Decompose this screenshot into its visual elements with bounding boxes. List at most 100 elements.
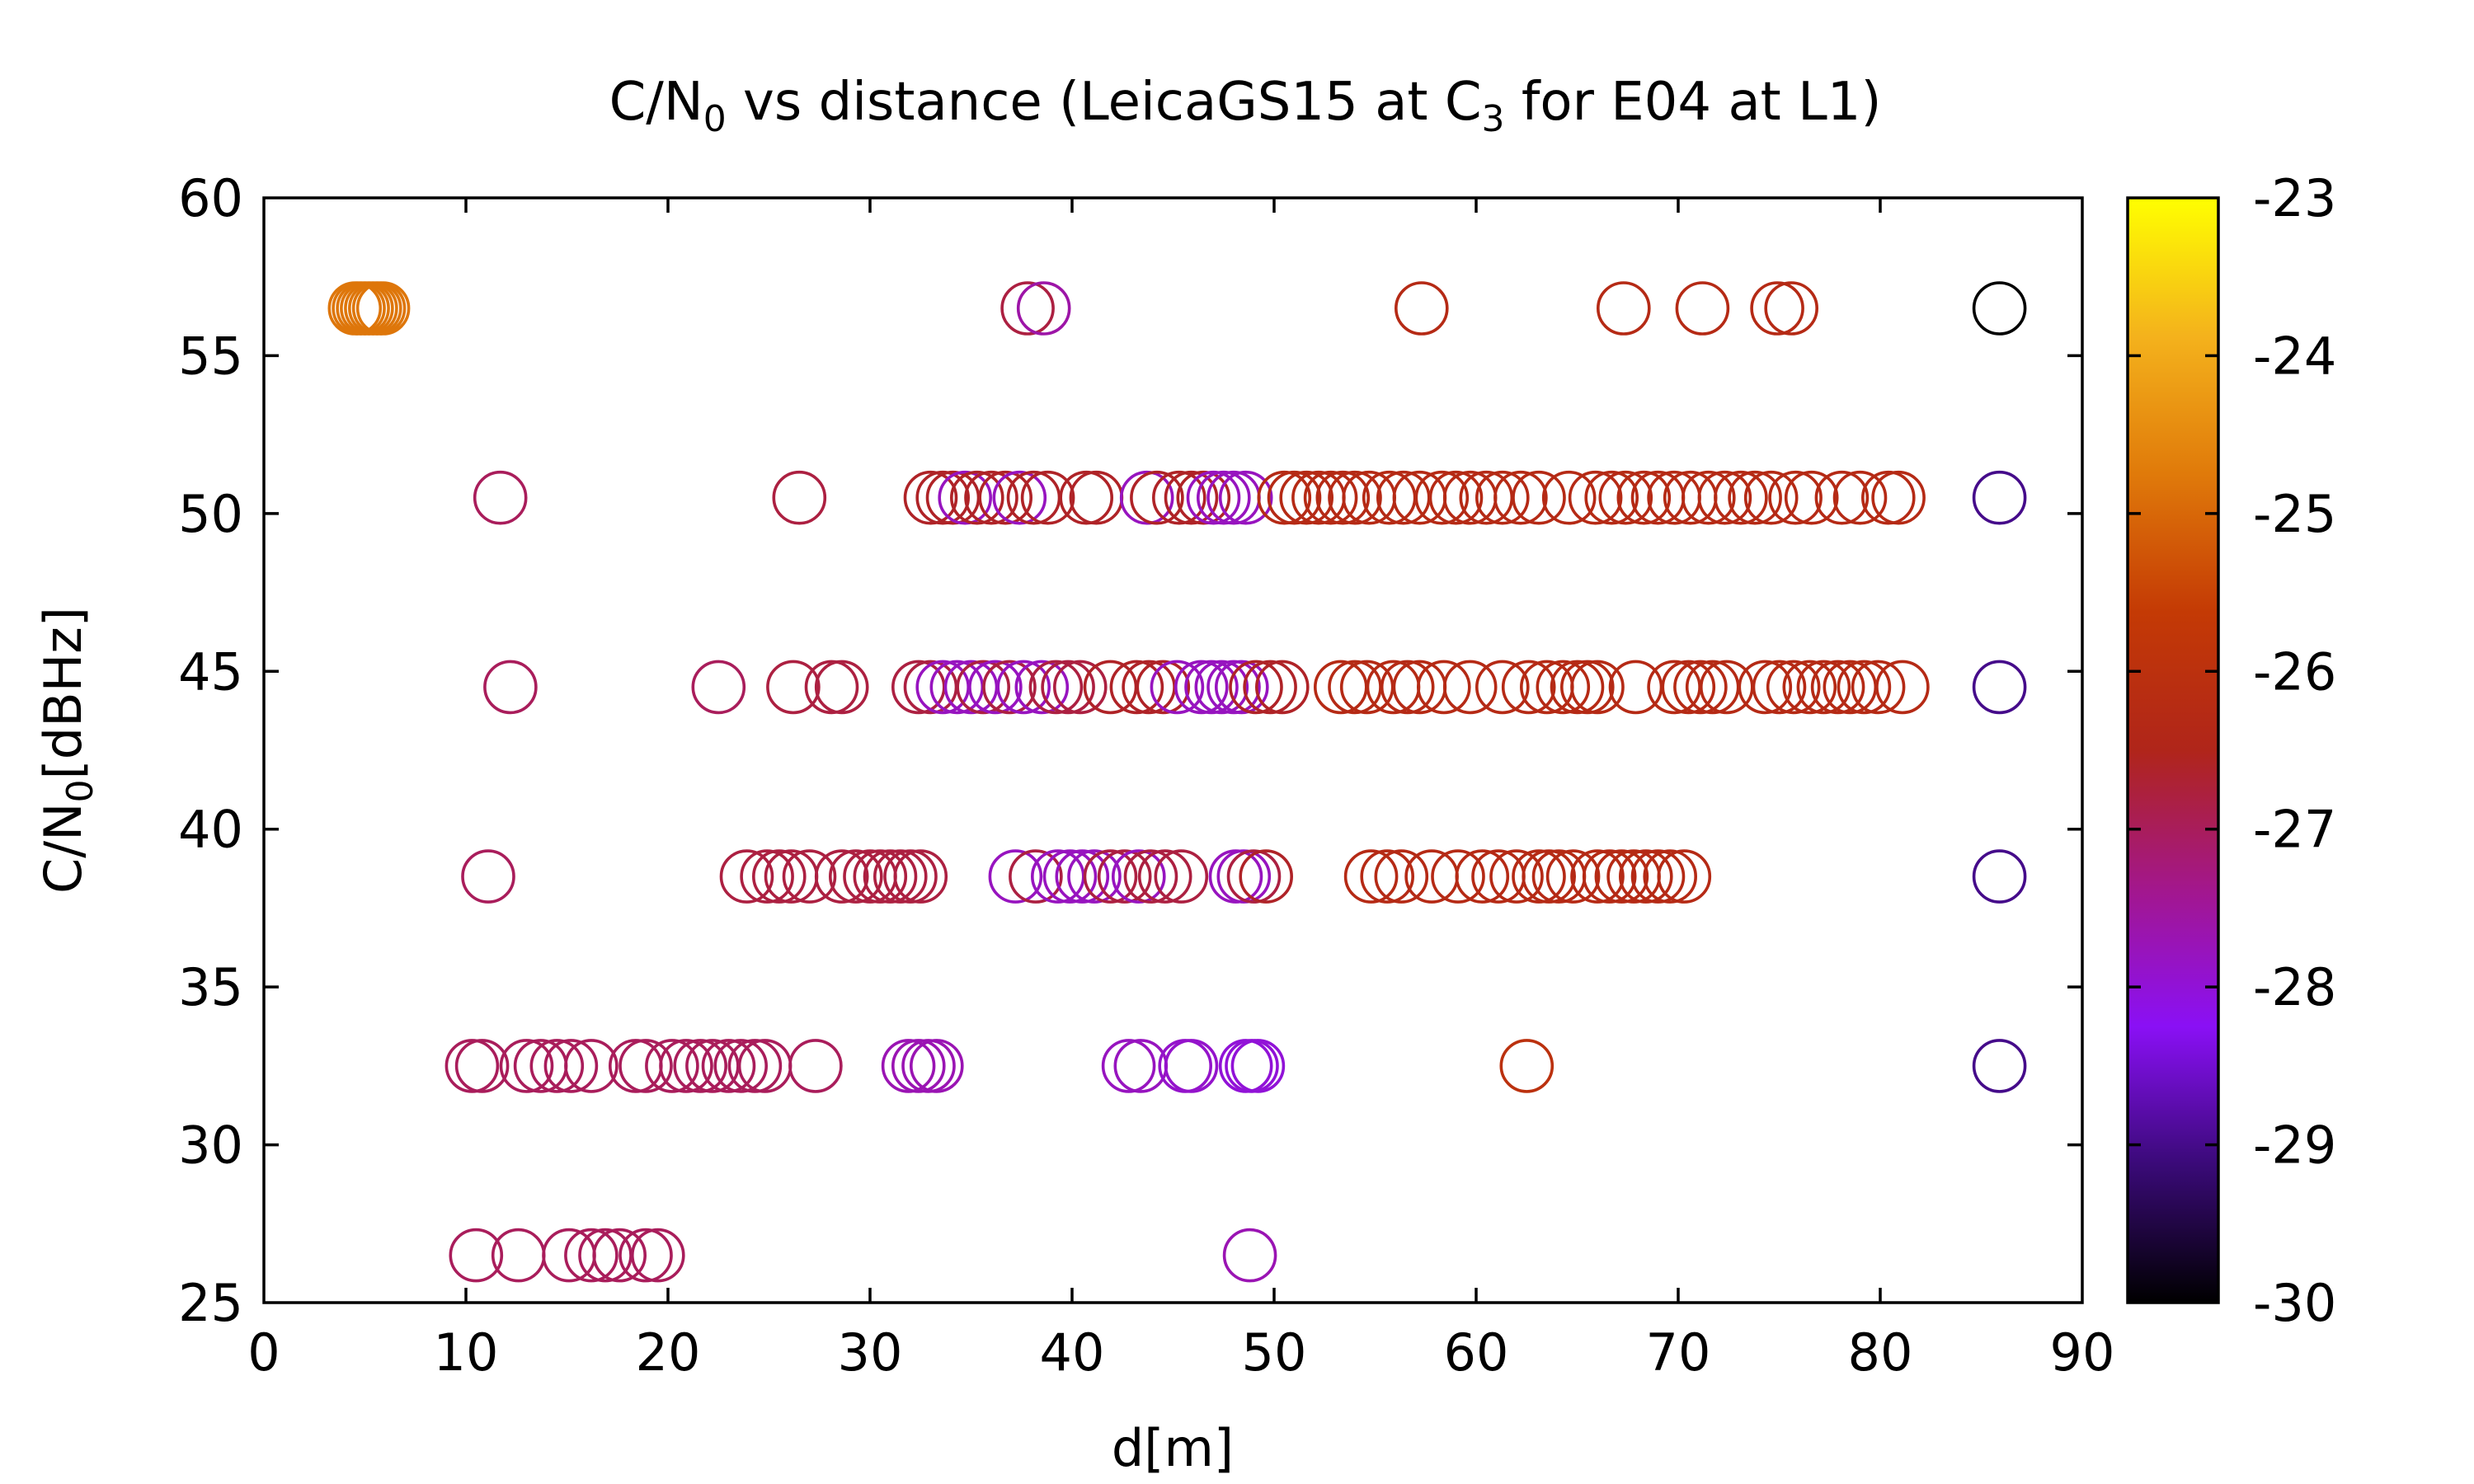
data-point (1137, 849, 1192, 904)
data-point (1541, 470, 1597, 525)
data-point (592, 1228, 647, 1283)
data-point (968, 660, 1023, 715)
data-point (1218, 1039, 1273, 1093)
data-point (1279, 470, 1333, 525)
data-point (1643, 849, 1697, 904)
data-point (659, 1039, 713, 1093)
data-point (461, 849, 515, 904)
data-point (1475, 660, 1530, 715)
data-point (1123, 849, 1178, 904)
data-point (772, 470, 827, 525)
data-point (1499, 1039, 1554, 1093)
data-point (454, 1039, 510, 1093)
data-point (1069, 470, 1124, 525)
data-point (1130, 470, 1184, 525)
data-point (978, 470, 1032, 525)
data-point (483, 660, 538, 715)
data-point (1832, 470, 1888, 525)
data-point (1395, 281, 1449, 336)
data-point (804, 660, 859, 715)
data-point (1752, 660, 1807, 715)
data-point (1560, 660, 1615, 715)
data-point (673, 1039, 728, 1093)
data-point (903, 470, 958, 525)
data-point (910, 1039, 964, 1093)
data-point (1630, 849, 1686, 904)
data-point (1328, 660, 1382, 715)
data-point (1380, 660, 1435, 715)
data-point (766, 660, 821, 715)
data-point (1176, 470, 1231, 525)
data-point (1493, 470, 1548, 525)
data-point (1014, 660, 1070, 715)
data-point (1417, 660, 1471, 715)
y-tick-label: 55 (178, 326, 243, 386)
data-point (1042, 849, 1098, 904)
data-point (444, 1039, 500, 1093)
data-point (1661, 660, 1716, 715)
y-tick-label: 30 (178, 1115, 243, 1176)
data-point (956, 660, 1010, 715)
data-point (1255, 660, 1310, 715)
data-point (1810, 660, 1865, 715)
data-point (1681, 470, 1736, 525)
data-point (1267, 470, 1322, 525)
data-point (564, 1228, 618, 1283)
data-point (1303, 470, 1358, 525)
data-point (1442, 660, 1498, 715)
data-point (1594, 849, 1649, 904)
data-point (1489, 849, 1544, 904)
data-point (1225, 1039, 1279, 1093)
data-point (1738, 660, 1793, 715)
y-tick-label: 50 (178, 484, 243, 544)
data-point (782, 849, 837, 904)
colorbar-tick-label: -27 (2253, 800, 2336, 860)
data-point (1512, 470, 1566, 525)
data-point (1055, 849, 1110, 904)
data-point (1174, 660, 1229, 715)
x-tick-label: 60 (1444, 1322, 1509, 1383)
data-point (564, 1039, 618, 1093)
data-point (982, 660, 1037, 715)
data-point (1186, 470, 1241, 525)
data-point (1584, 470, 1639, 525)
data-point (1059, 470, 1113, 525)
data-point (1067, 849, 1122, 904)
data-point (1431, 849, 1485, 904)
data-point (996, 660, 1051, 715)
data-point (1328, 470, 1382, 525)
data-point (1673, 660, 1728, 715)
data-point (814, 660, 869, 715)
x-axis: 0 10 20 30 40 50 60 70 80 90 (247, 198, 2114, 1383)
colorbar-gradient (2128, 198, 2218, 1303)
data-point (1766, 660, 1821, 715)
data-point (788, 1039, 843, 1093)
data-point (1657, 849, 1712, 904)
point-row (444, 1039, 2027, 1093)
data-point (1796, 660, 1851, 715)
x-tick-label: 20 (636, 1322, 701, 1383)
data-point (1784, 470, 1839, 525)
x-tick-label: 70 (1646, 1322, 1711, 1383)
data-point (1101, 1039, 1156, 1093)
colorbar-tick-label: -26 (2253, 641, 2336, 702)
data-point (881, 1039, 936, 1093)
data-point (578, 1228, 633, 1283)
data-points (327, 281, 2027, 1283)
data-point (1851, 660, 1906, 715)
data-point (1009, 849, 1063, 904)
x-tick-label: 90 (2050, 1322, 2115, 1383)
data-point (543, 1039, 599, 1093)
data-point (1768, 470, 1823, 525)
data-point (1714, 470, 1768, 525)
point-row (449, 1228, 1277, 1283)
data-point (1184, 660, 1239, 715)
data-point (1837, 660, 1892, 715)
data-point (1972, 470, 2027, 525)
data-point (1597, 281, 1651, 336)
data-point (1545, 849, 1601, 904)
data-point (891, 1039, 946, 1093)
data-point (1598, 470, 1653, 525)
data-point (1501, 660, 1556, 715)
y-tick-label: 35 (178, 957, 243, 1017)
